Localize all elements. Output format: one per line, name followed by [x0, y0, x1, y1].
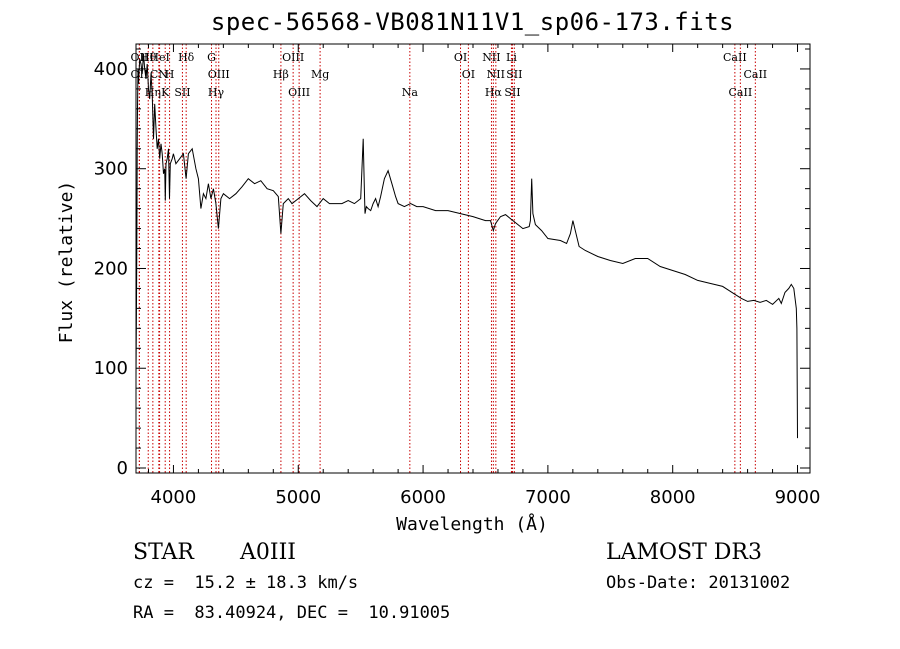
marker-label: NII [487, 68, 505, 81]
marker-label: H [165, 68, 175, 81]
marker-label: Hα [485, 86, 503, 99]
y-tick-label: 100 [94, 358, 128, 379]
y-axis-label: Flux (relative) [56, 181, 77, 344]
marker-label: CN [150, 68, 168, 81]
object-subclass: A0III [240, 540, 296, 565]
marker-label: SII [504, 86, 520, 99]
y-tick-label: 0 [117, 458, 128, 479]
spectrum-line [135, 53, 798, 439]
marker-label: Hβ [273, 68, 289, 81]
marker-label: OI [462, 68, 475, 81]
x-tick-label: 8000 [650, 487, 696, 508]
emission-line-markers [138, 44, 756, 473]
y-tick-label: 400 [94, 59, 128, 80]
x-tick-label: 7000 [525, 487, 571, 508]
x-tick-label: 4000 [151, 487, 197, 508]
x-tick-label: 6000 [400, 487, 446, 508]
marker-label: K [161, 86, 170, 99]
x-tick-label: 5000 [275, 487, 321, 508]
plot-frame [135, 43, 811, 474]
marker-label: OIII [288, 86, 310, 99]
marker-label: CaII [729, 86, 753, 99]
marker-label: SII [174, 86, 190, 99]
marker-label: Hη [145, 86, 161, 99]
marker-label: Li [506, 51, 517, 64]
emission-line-labels: HθOIIHηOIICNKHeIHSIIHδOIIIHγGHβOIIIOIIIM… [131, 51, 768, 99]
redshift-value: cz = 15.2 ± 18.3 km/s [133, 573, 359, 593]
marker-label: CaII [743, 68, 767, 81]
y-axis-ticks: 0 100 200 300 400 [94, 48, 810, 479]
x-axis-label: Wavelength (Å) [396, 513, 548, 535]
marker-label: Na [402, 86, 419, 99]
marker-label: CaII [723, 51, 747, 64]
marker-label: NII [482, 51, 500, 64]
marker-label: Mg [311, 68, 329, 81]
marker-label: SII [506, 68, 522, 81]
coordinates: RA = 83.40924, DEC = 10.91005 [133, 603, 451, 623]
marker-label: HeI [149, 51, 169, 64]
marker-label: Hδ [178, 51, 195, 64]
chart-title: spec-56568-VB081N11V1_sp06-173.fits [210, 8, 735, 36]
marker-label: OI [454, 51, 467, 64]
survey-name: LAMOST DR3 [606, 540, 762, 565]
marker-label: OIII [208, 68, 230, 81]
x-tick-label: 9000 [775, 487, 821, 508]
marker-label: G [207, 51, 216, 64]
y-tick-label: 300 [94, 159, 128, 180]
y-tick-label: 200 [94, 258, 128, 279]
obs-date: Obs-Date: 20131002 [606, 573, 791, 593]
marker-label: OIII [282, 51, 304, 64]
object-class: STAR [133, 540, 194, 565]
marker-label: Hγ [208, 86, 225, 99]
x-axis-ticks: 4000 5000 6000 7000 8000 9000 [147, 44, 821, 508]
